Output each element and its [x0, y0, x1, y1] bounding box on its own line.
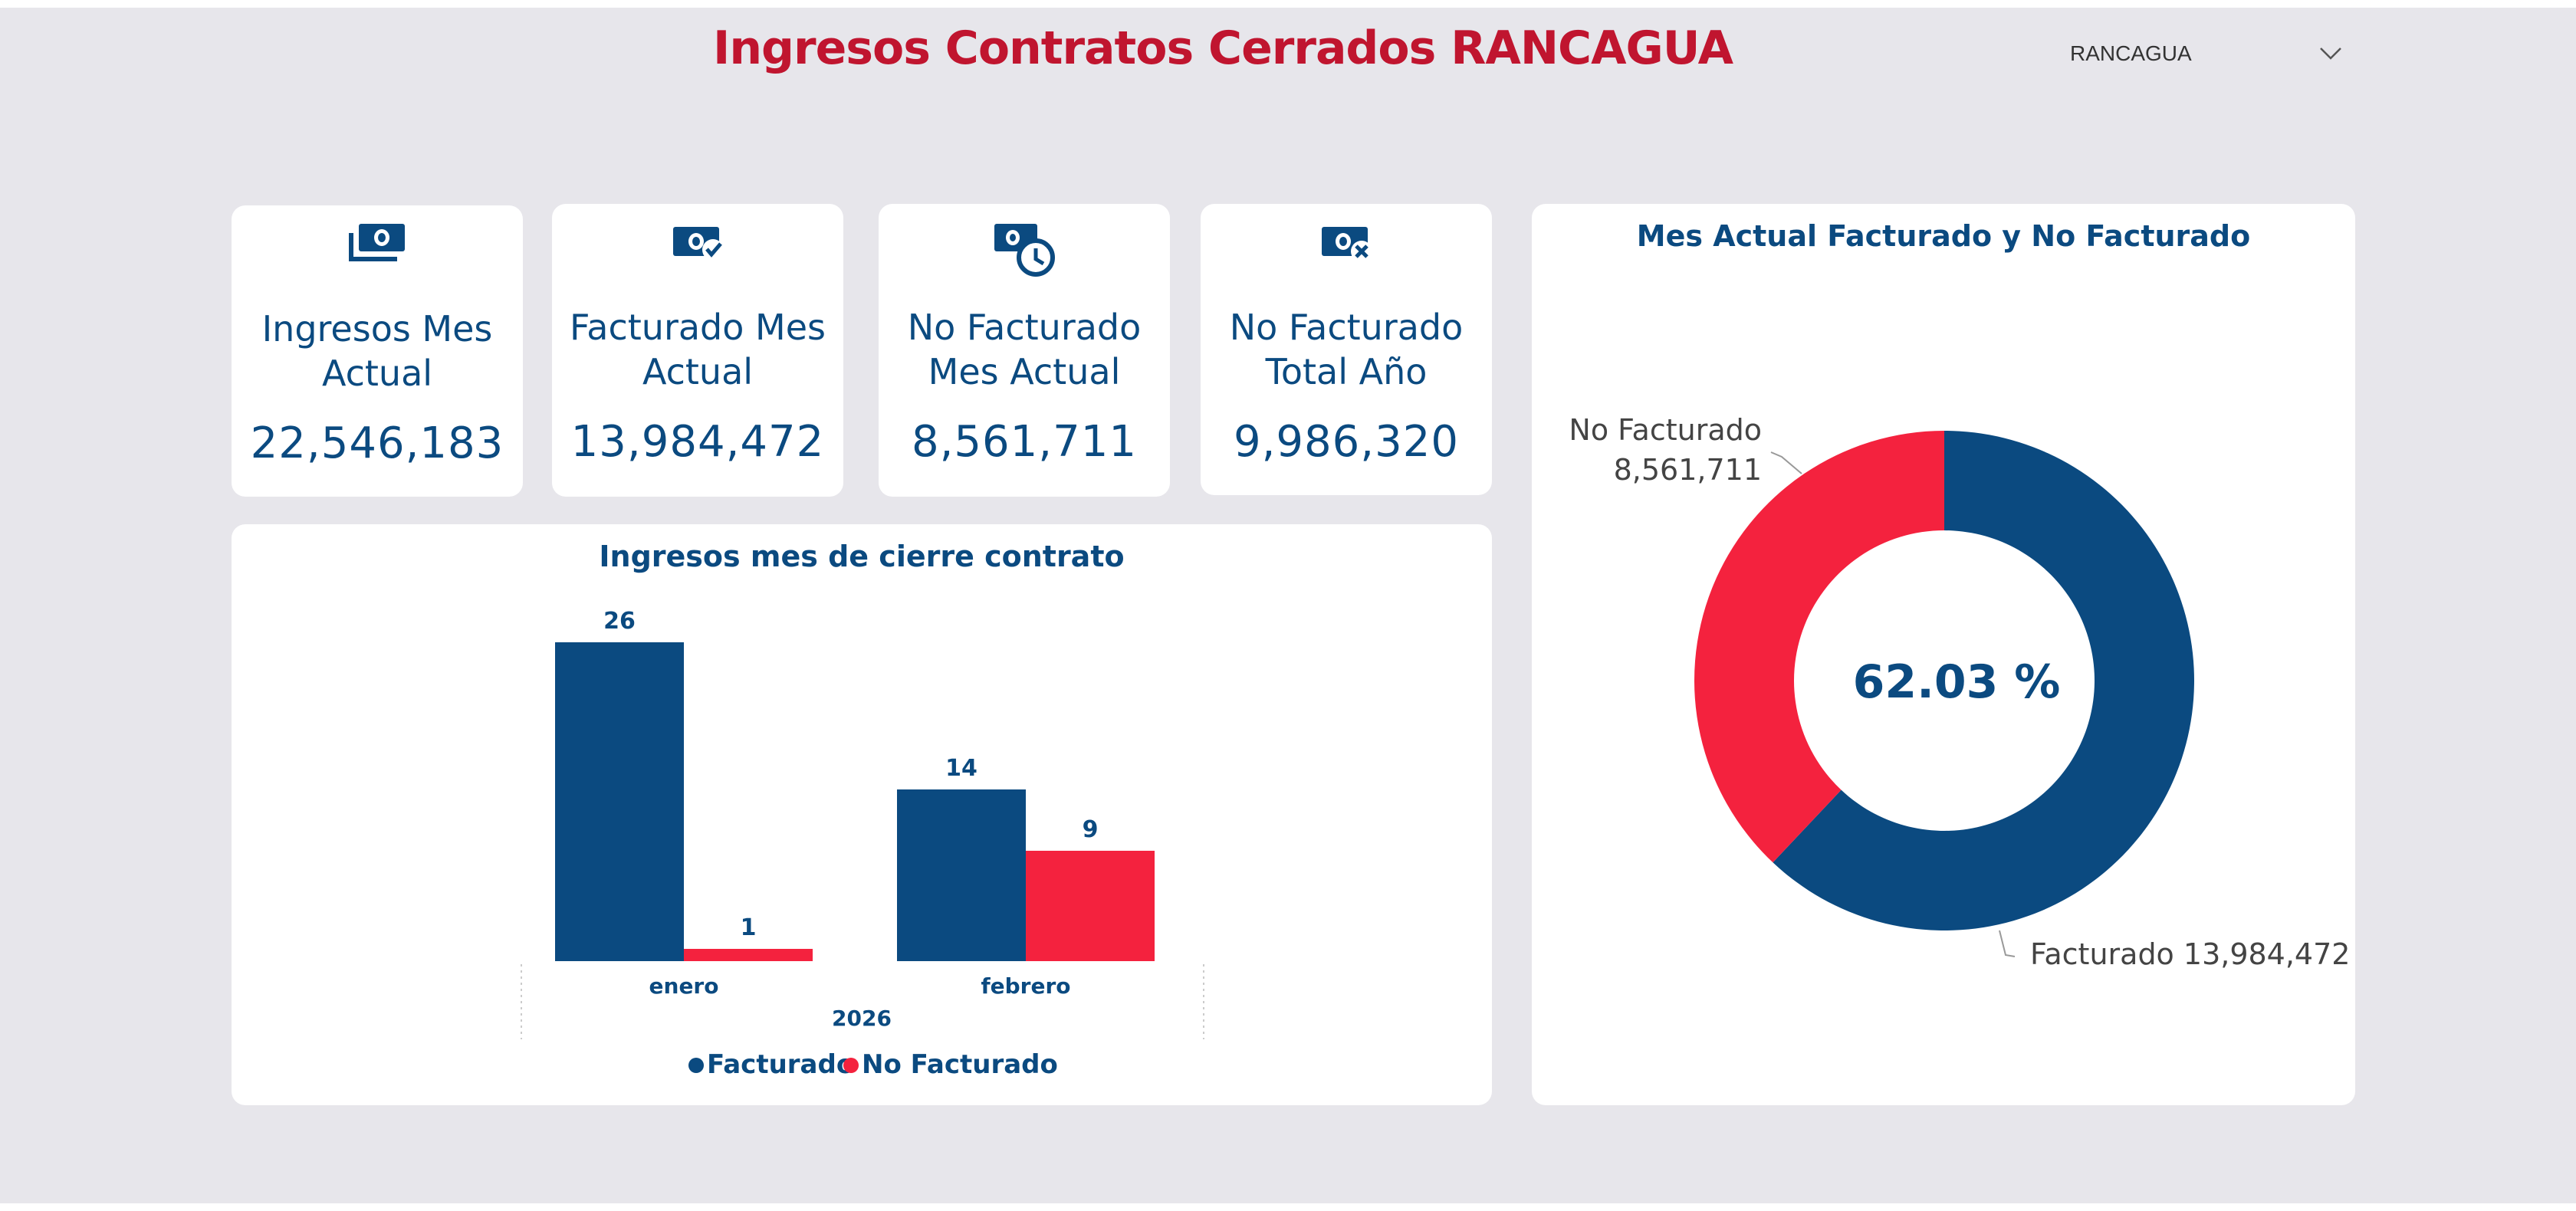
kpi-label: Ingresos Mes Actual [261, 308, 493, 394]
leader-line-facturado [1999, 930, 2016, 957]
donut-center-label: 62.03 % [1853, 655, 2061, 709]
bar-chart: 26 1 enero 14 9 febrero 2026 Facturado No Factur… [521, 608, 1204, 1080]
legend-facturado: Facturado [707, 1049, 854, 1080]
bar-chart-card[interactable]: Ingresos mes de cierre contrato 26 1 enero… [232, 524, 1492, 1105]
kpi-card-no-facturado-total-ano[interactable]: No Facturado Total Año 9,986,320 [1201, 204, 1492, 495]
x-group-label: 2026 [832, 1006, 892, 1031]
donut-chart-card[interactable]: Mes Actual Facturado y No Facturado 62.0… [1532, 204, 2355, 1105]
legend-no-facturado: No Facturado [862, 1049, 1058, 1080]
bar-no-facturado-enero [684, 949, 813, 961]
bar-facturado-febrero [897, 789, 1026, 961]
money-clock-icon [879, 221, 1170, 282]
slicer-selected-value: RANCAGUA [2070, 41, 2192, 65]
data-label: 1 [741, 914, 757, 941]
donut-chart-title: Mes Actual Facturado y No Facturado [1636, 219, 2251, 253]
data-label: 9 [1083, 816, 1099, 843]
kpi-value: 13,984,472 [570, 417, 825, 467]
bar-facturado-enero [555, 642, 684, 961]
bar-no-facturado-febrero [1026, 851, 1155, 961]
donut-label-no-facturado: No Facturado [1569, 413, 1762, 447]
data-label: 14 [945, 755, 978, 782]
donut-slice-no-facturado [1694, 431, 1944, 863]
donut-value-no-facturado: 8,561,711 [1614, 453, 1762, 487]
donut-chart: 62.03 % No Facturado 8,561,711 Facturado 13… [1569, 413, 2350, 971]
page-title: Ingresos Contratos Cerrados RANCAGUA [713, 21, 1733, 75]
report-canvas: Ingresos Contratos Cerrados RANCAGUA RAN… [0, 8, 2576, 1203]
x-tick-label: enero [649, 973, 719, 999]
kpi-label: No Facturado Mes Actual [907, 307, 1142, 392]
donut-label-facturado: Facturado 13,984,472 [2030, 937, 2350, 971]
kpi-label: No Facturado Total Año [1229, 307, 1464, 392]
kpi-card-facturado-mes-actual[interactable]: Facturado Mes Actual 13,984,472 [552, 204, 843, 497]
money-check-icon [552, 221, 843, 282]
donut-slice-facturado [1773, 431, 2194, 930]
money-stack-icon [232, 222, 523, 284]
legend-dot-no-facturado [843, 1058, 859, 1073]
city-slicer-dropdown[interactable]: RANCAGUA [2070, 32, 2346, 75]
kpi-label: Facturado Mes Actual [570, 307, 826, 392]
kpi-card-ingresos-mes-actual[interactable]: Ingresos Mes Actual 22,546,183 [232, 205, 523, 497]
leader-line-no-facturado [1770, 451, 1802, 474]
chevron-down-icon[interactable] [2315, 38, 2346, 69]
money-x-icon [1201, 221, 1492, 282]
data-label: 26 [603, 608, 636, 635]
kpi-value: 22,546,183 [250, 418, 504, 468]
bar-chart-title: Ingresos mes de cierre contrato [599, 540, 1125, 573]
kpi-value: 9,986,320 [1233, 417, 1459, 467]
legend-dot-facturado [688, 1058, 704, 1073]
kpi-card-no-facturado-mes-actual[interactable]: No Facturado Mes Actual 8,561,711 [879, 204, 1170, 497]
kpi-value: 8,561,711 [911, 417, 1137, 467]
x-tick-label: febrero [981, 973, 1070, 999]
